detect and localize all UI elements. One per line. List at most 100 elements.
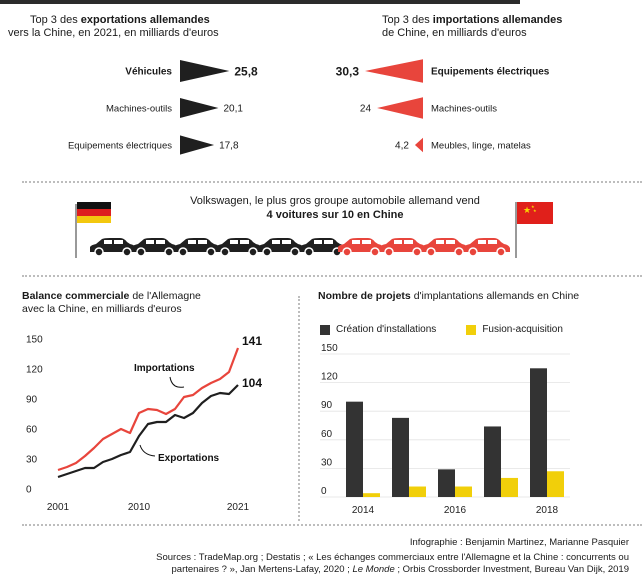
import-value-label-0: 30,3 [336, 65, 360, 79]
red-car-icon-3 [464, 238, 510, 257]
footer: Infographie : Benjamin Martinez, Mariann… [9, 537, 629, 576]
bar-ytick-1: 30 [321, 457, 333, 468]
red-car-icon-2 [422, 238, 468, 257]
bar-ytick-5: 150 [321, 343, 338, 354]
bar-fusion-2018 [547, 471, 564, 497]
exportations-arrow-icon [139, 444, 156, 457]
export-triangle-0 [180, 59, 230, 83]
import-triangle-0 [365, 59, 423, 83]
top-rule [0, 0, 520, 4]
divider-3 [22, 524, 642, 526]
line-ytick-2: 60 [26, 425, 38, 436]
exports-caption-bold: exportations allemandes [80, 14, 210, 26]
black-car-icon-2 [174, 238, 220, 257]
footer-sources-line1: Sources : TradeMap.org ; Destatis ; « Le… [156, 552, 629, 563]
exports-caption-line2: vers la Chine, en 2021, en milliards d'e… [8, 27, 219, 39]
legend-swatch-creation [320, 324, 330, 335]
black-car-icon-5 [300, 238, 346, 257]
german-flag-icon [77, 202, 111, 223]
bar-ytick-2: 60 [321, 429, 333, 440]
line-end-label-0: 141 [242, 334, 262, 348]
bar-fusion-2017 [501, 477, 518, 497]
balance-caption-bold: Balance commerciale [22, 290, 130, 302]
balance-line-chart: 0 30 60 90 120 150 2001 2010 2021 141 104 Importati… [26, 334, 262, 513]
bar-xtick-1: 2016 [444, 505, 467, 516]
line-xtick-0: 2001 [47, 502, 70, 513]
projects-caption-rest: d'implantations allemands en Chine [410, 290, 580, 302]
cars-illustration: ★ ★ ★ [75, 202, 553, 258]
bar-creation-2017 [484, 426, 501, 497]
legend-item-creation: Création d'installations [320, 324, 436, 335]
black-car-icon-0 [90, 238, 136, 257]
balance-caption-rest: de l'Allemagne [129, 290, 201, 302]
legend-label-creation: Création d'installations [336, 324, 437, 335]
cars-text: Volkswagen, le plus gros groupe automobi… [140, 194, 530, 222]
projects-caption: Nombre de projets d'implantations allema… [318, 290, 628, 303]
imports-caption-line2: de Chine, en milliards d'euros [382, 27, 527, 39]
imports-caption-pre: Top 3 des [382, 14, 433, 26]
importations-arrow-icon [169, 376, 185, 388]
line-end-label-1: 104 [242, 376, 262, 390]
footer-sources-italic: Le Monde [352, 564, 395, 575]
export-value-label-1: 20,1 [223, 104, 243, 115]
legend-label-fusion: Fusion-acquisition [482, 324, 563, 335]
projects-legend: Création d'installations Fusion-acquisit… [320, 324, 563, 335]
red-car-icon-1 [380, 238, 426, 257]
import-value-label-1: 24 [360, 104, 372, 115]
top3-triangles: Véhicules 25,8 Machines-outils 20,1 Equipeme… [68, 59, 550, 155]
red-car-icon-0 [338, 238, 384, 257]
black-car-icon-4 [258, 238, 304, 257]
footer-sources-line2a: partenaires ? », Jan Mertens-Lafay, 2020… [171, 564, 353, 575]
footer-credit: Infographie : Benjamin Martinez, Mariann… [409, 537, 629, 548]
import-value-label-2: 4,2 [395, 141, 409, 152]
bar-xtick-2: 2018 [536, 505, 559, 516]
bar-fusion-2015 [409, 486, 426, 497]
export-category-label-0: Véhicules [125, 67, 172, 78]
line-xtick-2: 2021 [227, 502, 250, 513]
cars-text-line1: Volkswagen, le plus gros groupe automobi… [190, 195, 480, 207]
legend-item-fusion: Fusion-acquisition [466, 324, 563, 335]
export-triangle-1 [180, 97, 219, 119]
bar-creation-2016 [438, 469, 455, 497]
bar-ytick-0: 0 [321, 486, 327, 497]
balance-caption-line2: avec la Chine, en milliards d'euros [22, 303, 182, 315]
divider-1 [22, 181, 642, 183]
line-series-exportations [57, 384, 239, 479]
chinese-flag-icon: ★ ★ ★ [517, 202, 553, 224]
line-ytick-4: 120 [26, 365, 43, 376]
import-triangle-2 [414, 137, 423, 153]
bar-xtick-0: 2014 [352, 505, 375, 516]
import-category-label-1: Machines-outils [431, 104, 497, 115]
bar-fusion-2016 [455, 486, 472, 497]
svg-text:★: ★ [533, 208, 537, 213]
bar-ytick-3: 90 [321, 400, 333, 411]
black-car-icon-1 [132, 238, 178, 257]
line-series-label-exportations: Exportations [158, 453, 220, 464]
bar-creation-2018 [530, 368, 547, 497]
export-category-label-1: Machines-outils [106, 104, 172, 115]
svg-text:★: ★ [531, 204, 535, 209]
projects-bar-chart: 0 30 60 90 120 150 2014 2016 2018 [320, 343, 570, 516]
import-category-label-2: Meubles, linge, matelas [431, 141, 531, 152]
exports-caption-pre: Top 3 des [30, 14, 81, 26]
export-value-label-0: 25,8 [234, 65, 258, 79]
imports-caption: Top 3 des importations allemandes de Chi… [382, 14, 612, 40]
line-ytick-3: 90 [26, 395, 38, 406]
line-series-importations [57, 347, 240, 472]
line-series-label-importations: Importations [134, 363, 195, 374]
line-ytick-5: 150 [26, 335, 43, 346]
projects-caption-bold: Nombre de projets [318, 290, 411, 302]
bar-fusion-2014 [363, 493, 380, 497]
black-car-icon-3 [216, 238, 262, 257]
bar-ytick-4: 120 [321, 372, 338, 383]
line-ytick-0: 0 [26, 485, 32, 496]
import-triangle-1 [377, 97, 423, 119]
bar-creation-2014 [346, 401, 363, 497]
line-ytick-1: 30 [26, 455, 38, 466]
legend-swatch-fusion [466, 324, 477, 335]
import-category-label-0: Equipements électriques [431, 67, 550, 78]
export-triangle-2 [180, 135, 215, 155]
bar-creation-2015 [392, 417, 409, 497]
divider-vertical [298, 296, 300, 521]
imports-caption-bold: importations allemandes [432, 14, 563, 26]
